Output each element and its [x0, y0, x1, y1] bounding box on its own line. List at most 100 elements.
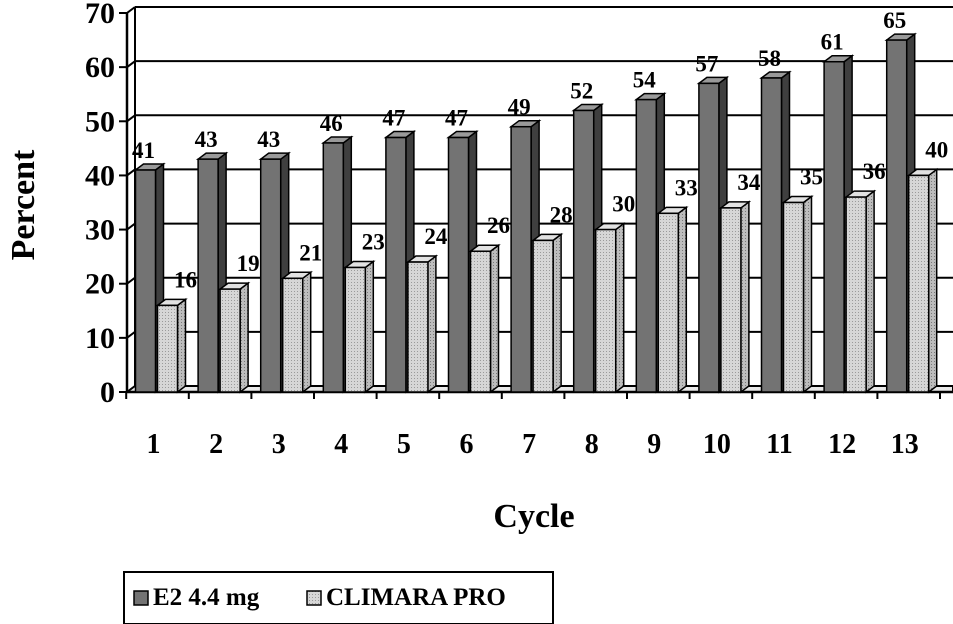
x-tick-label: 11 [766, 429, 792, 460]
y-tick-label: 30 [85, 214, 115, 247]
gridline-side [126, 60, 136, 68]
y-tick-label: 70 [85, 0, 115, 30]
gridline-side [126, 114, 136, 123]
data-label-e2: 47 [445, 106, 468, 131]
data-label-climara: 35 [800, 165, 823, 190]
bar-front [760, 77, 783, 393]
bar-climara [468, 243, 501, 394]
data-label-e2: 54 [633, 68, 657, 93]
data-label-e2: 52 [570, 78, 593, 103]
bar-climara [280, 270, 313, 394]
legend-label-climara: CLIMARA PRO [326, 584, 506, 611]
data-label-climara: 21 [299, 240, 322, 265]
bar-front [698, 82, 720, 393]
x-tick-label: 1 [147, 429, 161, 460]
bar-front [219, 288, 241, 393]
bar-front [782, 201, 805, 393]
y-tick-label: 50 [85, 105, 115, 138]
bar-climara [718, 200, 752, 394]
legend-swatch-e2 [133, 590, 149, 606]
data-label-e2: 46 [320, 111, 343, 136]
bar-side [176, 297, 187, 394]
data-label-climara: 24 [424, 224, 448, 249]
bar-side [865, 189, 875, 394]
gridline-side [126, 6, 136, 14]
bar-front [885, 39, 908, 393]
bar-front [657, 212, 680, 393]
data-label-climara: 23 [362, 229, 385, 254]
data-label-climara: 26 [487, 213, 510, 238]
y-tick-label: 10 [85, 322, 115, 355]
bars [133, 32, 939, 394]
bar-front [845, 196, 867, 393]
bar-front [720, 207, 742, 393]
bar-side [239, 281, 249, 394]
bar-climara [656, 205, 689, 394]
x-tick-label: 13 [891, 429, 919, 460]
bar-front [259, 158, 282, 393]
bar-front [197, 158, 219, 393]
y-tick-label: 0 [100, 376, 115, 409]
bar-side [927, 167, 938, 394]
bar-side [364, 259, 375, 394]
data-label-climara: 28 [550, 202, 573, 227]
legend-swatch-climara [306, 590, 322, 606]
bar-front [156, 304, 179, 393]
bar-side [427, 254, 437, 394]
bar-front [134, 169, 157, 393]
bar-climara [530, 232, 564, 394]
legend-frame [123, 571, 554, 624]
bar-front [469, 250, 492, 393]
x-tick-label: 9 [647, 429, 661, 460]
bar-front [594, 228, 617, 393]
bar-side [677, 205, 688, 394]
data-label-e2: 58 [758, 46, 781, 71]
bar-front [281, 277, 304, 393]
x-tick-label: 10 [703, 429, 731, 460]
y-tick-label: 20 [85, 268, 115, 301]
data-label-e2: 41 [132, 138, 155, 163]
y-tick-label: 60 [85, 51, 115, 84]
bar-front [407, 261, 429, 393]
y-tick-label: 40 [85, 159, 115, 192]
bar-climara [593, 222, 626, 394]
data-label-climara: 36 [863, 159, 886, 184]
bar-front [532, 239, 554, 393]
bar-front [385, 136, 407, 393]
x-axis-title: Cycle [493, 498, 574, 535]
y-axis-title: Percent [5, 149, 42, 260]
bar-front [344, 266, 367, 393]
legend-label-e2: E2 4.4 mg [153, 584, 260, 611]
bar-climara [906, 167, 939, 394]
x-tick-label: 12 [828, 429, 856, 460]
data-label-climara: 19 [237, 251, 260, 276]
bar-climara [405, 254, 439, 394]
bar-side [740, 200, 750, 394]
x-tick-label: 8 [585, 429, 599, 460]
data-label-e2: 65 [883, 8, 906, 33]
bar-side [489, 243, 500, 394]
data-labels: 41 43 43 46 47 47 49 52 54 57 58 61 65 16 19 21 23 24 26 28… [132, 8, 948, 292]
bar-front [510, 125, 532, 393]
bar-front [907, 174, 930, 393]
bar-front [635, 98, 658, 393]
bar-front [322, 142, 345, 393]
data-label-e2: 43 [257, 127, 280, 152]
data-label-e2: 43 [195, 127, 218, 152]
data-label-climara: 30 [612, 192, 635, 217]
x-tick-label: 2 [209, 429, 223, 460]
gridline-side [126, 222, 136, 231]
bar-front [572, 109, 595, 393]
x-tick-label: 3 [272, 429, 286, 460]
bar-side [802, 195, 813, 394]
bar-side [301, 270, 312, 394]
data-label-e2: 49 [508, 95, 531, 120]
x-tick-label: 4 [334, 429, 348, 460]
bar-climara [217, 281, 251, 394]
data-label-climara: 16 [174, 267, 197, 292]
bar-climara [343, 259, 376, 394]
bar-side [614, 222, 625, 394]
gridline-side [126, 168, 136, 177]
bar-climara [155, 297, 188, 394]
